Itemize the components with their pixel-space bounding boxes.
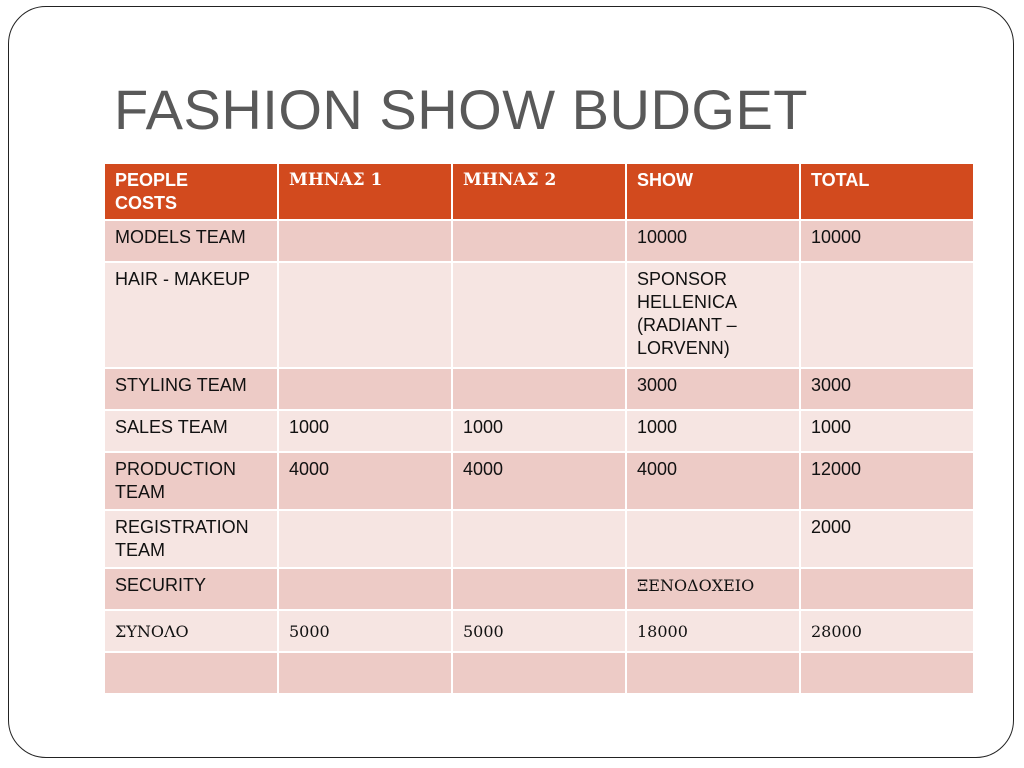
- cell-show: 3000: [625, 367, 801, 411]
- cell-month-1: 1000: [277, 409, 453, 453]
- cell-month-1: 5000: [277, 609, 453, 653]
- cell-label: HAIR - MAKEUP: [103, 261, 279, 369]
- cell-show: 10000: [625, 219, 801, 263]
- cell-label: [103, 651, 279, 695]
- cell-total: 1000: [799, 409, 975, 453]
- cell-label: ΣΥΝΟΛΟ: [103, 609, 279, 653]
- table-row-empty: [103, 651, 975, 695]
- cell-month-1: [277, 219, 453, 263]
- cell-month-1: [277, 651, 453, 695]
- header-month-1: ΜΗΝΑΣ 1: [277, 162, 453, 221]
- cell-month-1: [277, 367, 453, 411]
- cell-label: MODELS TEAM: [103, 219, 279, 263]
- table-row-security: SECURITY ΞΕΝΟΔΟΧΕΙΟ: [103, 567, 975, 611]
- cell-total: 3000: [799, 367, 975, 411]
- cell-show: SPONSOR HELLENICA (RADIANT – LORVENN): [625, 261, 801, 369]
- cell-month-1: [277, 261, 453, 369]
- table-row-models-team: MODELS TEAM 10000 10000: [103, 219, 975, 263]
- table-row-hair-makeup: HAIR - MAKEUP SPONSOR HELLENICA (RADIANT…: [103, 261, 975, 369]
- cell-month-1: [277, 509, 453, 569]
- cell-month-1: 4000: [277, 451, 453, 511]
- cell-total: 10000: [799, 219, 975, 263]
- table-row-styling-team: STYLING TEAM 3000 3000: [103, 367, 975, 411]
- budget-table: PEOPLE COSTS ΜΗΝΑΣ 1 ΜΗΝΑΣ 2 SHOW TOTAL …: [103, 162, 975, 695]
- table-row-production-team: PRODUCTION TEAM 4000 4000 4000 12000: [103, 451, 975, 511]
- table-header-row: PEOPLE COSTS ΜΗΝΑΣ 1 ΜΗΝΑΣ 2 SHOW TOTAL: [103, 162, 975, 221]
- cell-total: 28000: [799, 609, 975, 653]
- cell-show: ΞΕΝΟΔΟΧΕΙΟ: [625, 567, 801, 611]
- cell-label: REGISTRATION TEAM: [103, 509, 279, 569]
- table-row-registration-team: REGISTRATION TEAM 2000: [103, 509, 975, 569]
- cell-month-2: 5000: [451, 609, 627, 653]
- header-show: SHOW: [625, 162, 801, 221]
- cell-show: [625, 509, 801, 569]
- cell-label: SALES TEAM: [103, 409, 279, 453]
- table-row-sales-team: SALES TEAM 1000 1000 1000 1000: [103, 409, 975, 453]
- cell-show: 1000: [625, 409, 801, 453]
- cell-total: [799, 651, 975, 695]
- cell-month-2: [451, 261, 627, 369]
- cell-month-2: [451, 219, 627, 263]
- cell-total: [799, 567, 975, 611]
- cell-show: 4000: [625, 451, 801, 511]
- cell-total: 12000: [799, 451, 975, 511]
- header-month-2: ΜΗΝΑΣ 2: [451, 162, 627, 221]
- cell-month-1: [277, 567, 453, 611]
- cell-label: STYLING TEAM: [103, 367, 279, 411]
- table-row-total: ΣΥΝΟΛΟ 5000 5000 18000 28000: [103, 609, 975, 653]
- header-people-costs: PEOPLE COSTS: [103, 162, 279, 221]
- cell-label: PRODUCTION TEAM: [103, 451, 279, 511]
- cell-show: 18000: [625, 609, 801, 653]
- cell-month-2: [451, 651, 627, 695]
- header-total: TOTAL: [799, 162, 975, 221]
- slide-title: FASHION SHOW BUDGET: [114, 78, 808, 141]
- cell-label: SECURITY: [103, 567, 279, 611]
- cell-month-2: [451, 567, 627, 611]
- cell-total: [799, 261, 975, 369]
- cell-show: [625, 651, 801, 695]
- cell-month-2: 1000: [451, 409, 627, 453]
- cell-month-2: [451, 509, 627, 569]
- cell-total: 2000: [799, 509, 975, 569]
- cell-month-2: [451, 367, 627, 411]
- cell-month-2: 4000: [451, 451, 627, 511]
